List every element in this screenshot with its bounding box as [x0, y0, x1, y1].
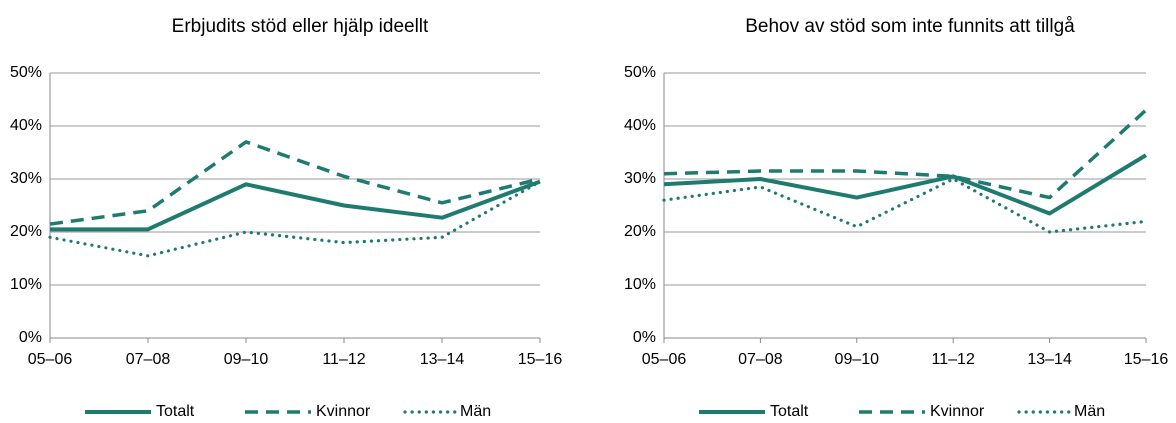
x-tick-label: 07–08	[738, 351, 783, 368]
x-tick-label: 05–06	[28, 351, 73, 368]
x-tick-label: 05–06	[642, 351, 687, 368]
series-line	[48, 180, 542, 258]
legend-label: Kvinnor	[316, 403, 371, 420]
series-line	[662, 177, 1148, 234]
y-tick-label: 40%	[10, 117, 42, 134]
legend-label: Kvinnor	[930, 403, 985, 420]
x-tick-label: 11–12	[932, 351, 975, 368]
legend-label: Totalt	[770, 403, 809, 420]
y-tick-label: 10%	[624, 276, 656, 293]
x-tick-label: 09–10	[835, 351, 880, 368]
series-line	[49, 140, 541, 226]
x-tick-label: 15–16	[1124, 351, 1169, 368]
x-tick-label: 11–12	[322, 351, 365, 368]
y-tick-label: 0%	[633, 329, 656, 346]
x-tick-label: 07–08	[126, 351, 171, 368]
chart-title: Erbjudits stöd eller hjälp ideellt	[172, 16, 429, 37]
y-tick-label: 30%	[624, 170, 656, 187]
series-line	[50, 179, 541, 232]
chart-title: Behov av stöd som inte funnits att tillg…	[745, 16, 1075, 37]
legend-label: Män	[1074, 403, 1105, 420]
y-tick-label: 20%	[624, 223, 656, 240]
y-tick-label: 20%	[10, 223, 42, 240]
y-tick-label: 50%	[10, 64, 42, 81]
y-tick-label: 30%	[10, 170, 42, 187]
y-tick-label: 0%	[19, 329, 42, 346]
x-tick-label: 13–14	[1027, 351, 1072, 368]
y-tick-label: 10%	[10, 276, 42, 293]
x-tick-label: 15–16	[518, 351, 563, 368]
x-tick-label: 13–14	[420, 351, 465, 368]
y-tick-label: 40%	[624, 117, 656, 134]
series-line	[663, 108, 1148, 200]
series-line	[663, 153, 1148, 216]
y-tick-label: 50%	[624, 64, 656, 81]
legend-label: Män	[460, 403, 491, 420]
legend-label: Totalt	[156, 403, 195, 420]
x-tick-label: 09–10	[224, 351, 269, 368]
